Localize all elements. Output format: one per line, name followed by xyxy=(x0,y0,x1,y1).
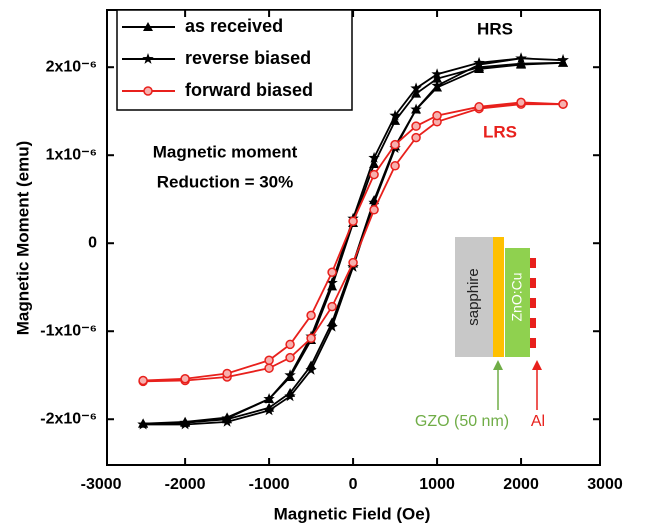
marker xyxy=(369,169,379,180)
marker xyxy=(285,339,295,350)
marker xyxy=(221,412,233,424)
marker xyxy=(474,102,484,112)
marker xyxy=(284,390,296,402)
marker xyxy=(390,139,400,150)
marker xyxy=(327,267,337,278)
y-tick-label: -2x10⁻⁶ xyxy=(40,410,97,427)
marker xyxy=(143,86,153,96)
marker xyxy=(516,97,526,108)
marker xyxy=(411,88,422,98)
marker xyxy=(143,22,153,31)
inset-label: GZO (50 nm) xyxy=(415,413,509,430)
marker xyxy=(411,132,421,143)
zno-layer xyxy=(505,248,530,357)
legend-label: forward biased xyxy=(185,80,313,100)
marker xyxy=(264,355,274,366)
x-tick-label: 0 xyxy=(349,476,358,493)
x-tick-label: -2000 xyxy=(165,476,206,493)
x-axis-title: Magnetic Field (Oe) xyxy=(274,504,431,523)
x-tick-label: -3000 xyxy=(81,476,122,493)
layer-label: ZnO:Cu xyxy=(509,272,525,321)
marker xyxy=(432,73,443,83)
marker xyxy=(221,415,233,427)
marker xyxy=(305,363,317,375)
y-tick-label: -1x10⁻⁶ xyxy=(40,322,97,339)
marker xyxy=(348,257,358,268)
marker xyxy=(326,320,338,332)
y-tick-label: 1x10⁻⁶ xyxy=(46,146,97,163)
marker xyxy=(557,54,569,66)
annotation: Magnetic moment xyxy=(153,142,298,161)
plot-area xyxy=(137,52,569,430)
gzo-layer xyxy=(493,237,504,357)
marker xyxy=(263,392,275,404)
annotation: Reduction = 30% xyxy=(157,172,294,191)
inset-diagram: sapphire ZnO:Cu GZO (50 nm) Al xyxy=(415,237,545,430)
marker xyxy=(285,352,295,363)
sapphire-layer xyxy=(455,237,493,357)
marker xyxy=(410,103,422,115)
lrs-label: LRS xyxy=(483,122,517,141)
marker xyxy=(516,58,527,68)
layer-label: sapphire xyxy=(465,268,482,326)
marker xyxy=(431,68,443,80)
marker xyxy=(179,416,191,428)
marker xyxy=(137,418,149,430)
marker xyxy=(138,375,148,386)
arrow-head xyxy=(532,360,542,370)
marker xyxy=(327,301,337,312)
marker xyxy=(432,110,442,121)
marker xyxy=(222,368,232,379)
inset-label: Al xyxy=(531,413,545,430)
marker xyxy=(431,79,443,91)
x-tick-label: 3000 xyxy=(587,476,623,493)
marker xyxy=(515,52,527,64)
x-tick-label: 1000 xyxy=(419,476,455,493)
marker xyxy=(326,276,338,288)
marker xyxy=(263,404,275,416)
y-tick-label: 0 xyxy=(88,234,97,251)
marker xyxy=(368,151,380,163)
marker xyxy=(180,374,190,384)
x-tick-label: -1000 xyxy=(249,476,290,493)
marker xyxy=(368,196,380,208)
marker xyxy=(390,161,400,171)
legend-label: reverse biased xyxy=(185,48,311,68)
marker xyxy=(348,216,358,226)
x-tick-label: 2000 xyxy=(503,476,539,493)
marker xyxy=(410,82,422,94)
marker xyxy=(306,310,316,321)
marker xyxy=(264,363,274,373)
hrs-label: HRS xyxy=(477,19,513,38)
legend: as received reverse biased forward biased xyxy=(122,16,313,100)
al-contacts xyxy=(530,258,536,348)
marker xyxy=(411,121,421,131)
marker xyxy=(473,56,485,68)
marker xyxy=(389,109,401,121)
y-axis-title: Magnetic Moment (emu) xyxy=(13,141,32,336)
marker xyxy=(284,369,296,381)
legend-label: as received xyxy=(185,16,283,36)
marker xyxy=(369,205,379,215)
arrow-head xyxy=(493,360,503,370)
marker xyxy=(306,333,316,344)
y-tick-label: 2x10⁻⁶ xyxy=(46,58,97,75)
marker xyxy=(142,53,154,64)
marker xyxy=(558,99,568,109)
